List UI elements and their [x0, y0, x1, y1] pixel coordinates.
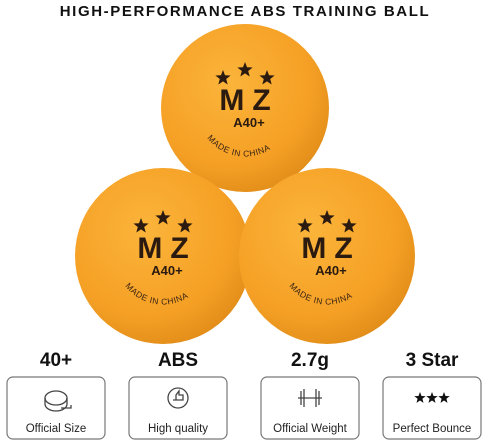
star-icon [438, 392, 450, 403]
badge-icon [173, 389, 184, 401]
feature-box [6, 376, 106, 440]
features: 40+ Official Size ABS High quality 2.7g Offic… [6, 350, 482, 440]
tape-icon [44, 398, 72, 412]
feature-value: 3 Star [406, 350, 459, 371]
feature: 40+ Official Size [6, 350, 106, 440]
star-icon [177, 218, 193, 233]
star-icon [319, 210, 335, 225]
ball-brand: MZ [137, 232, 196, 265]
ball-brand: MZ [219, 84, 278, 117]
star-icon [215, 70, 231, 85]
feature-label: Official Size [26, 423, 87, 435]
ball-body [239, 168, 415, 344]
feature-value: 40+ [40, 350, 72, 371]
title: HIGH-PERFORMANCE ABS TRAINING BALL [60, 3, 431, 20]
star-icon [237, 62, 253, 77]
ball-model: A40+ [151, 263, 183, 278]
feature-value: 2.7g [291, 350, 329, 371]
star-icon [426, 392, 438, 403]
star-icon [155, 210, 171, 225]
feature-box [260, 376, 360, 440]
feature-label: Perfect Bounce [393, 423, 472, 435]
feature: ABS High quality [128, 350, 228, 440]
ball-model: A40+ [315, 263, 347, 278]
star-icon [297, 218, 313, 233]
ball-model: A40+ [233, 115, 265, 130]
feature-box [382, 376, 482, 440]
star-icon [133, 218, 149, 233]
star-icon [259, 70, 275, 85]
ball-body [75, 168, 251, 344]
star-icon [414, 392, 426, 403]
star-icon [341, 218, 357, 233]
feature: 3 Star Perfect Bounce [382, 350, 482, 440]
ball-body [161, 24, 329, 192]
dumbbell-icon [298, 389, 322, 407]
feature-label: Official Weight [273, 423, 348, 435]
feature-value: ABS [158, 350, 198, 371]
feature-label: High quality [148, 423, 208, 435]
ball-brand: MZ [301, 232, 360, 265]
badge-icon [167, 387, 189, 409]
feature: 2.7g Official Weight [260, 350, 360, 440]
